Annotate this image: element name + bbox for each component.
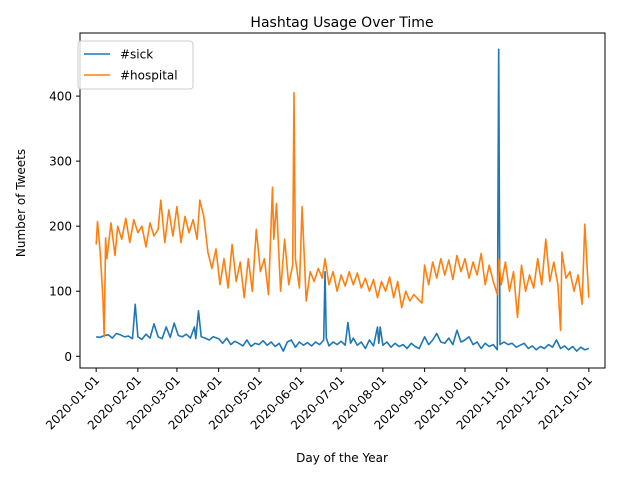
legend-box [77,40,194,90]
y-tick-label: 0 [64,350,72,364]
legend: #sick #hospital [77,40,194,90]
y-tick-label: 100 [49,285,72,299]
y-tick-label: 300 [49,155,72,169]
y-axis-title: Number of Tweets [14,149,28,257]
series-line-sick [96,48,590,352]
y-axis: 0 100 200 300 400 [49,90,80,364]
chart-title: Hashtag Usage Over Time [250,15,433,31]
series-line-hospital [95,92,590,338]
legend-label-sick: #sick [120,48,153,62]
x-axis-title: Day of the Year [296,451,388,465]
series-layer [95,48,590,352]
legend-label-hospital: #hospital [120,69,178,83]
plot-frame [79,32,606,369]
y-tick-label: 400 [49,90,72,104]
y-tick-label: 200 [49,220,72,234]
